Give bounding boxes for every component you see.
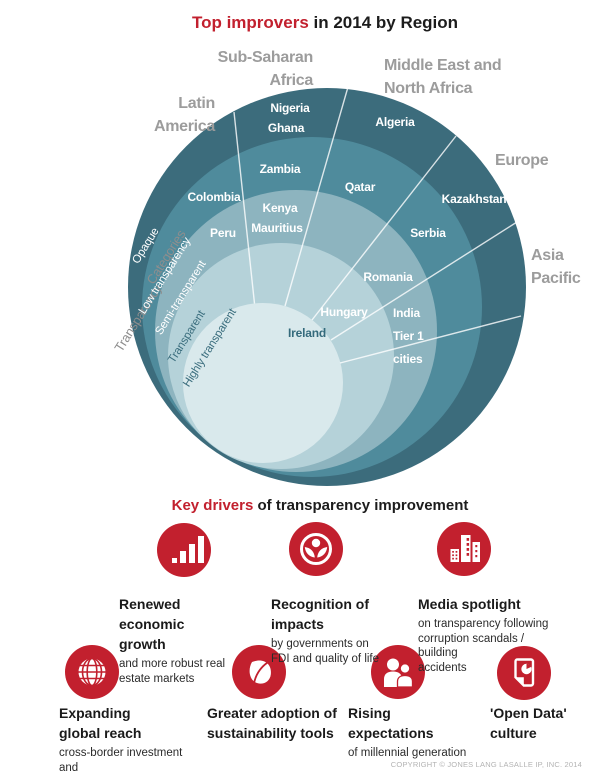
driver-title: Rising expectations	[348, 705, 434, 741]
ring-highly-transparent	[183, 303, 343, 463]
country-label-zambia: Zambia	[259, 162, 301, 176]
country-label-algeria: Algeria	[375, 115, 415, 129]
driver-desc: cross-border investment and growing MNC …	[59, 747, 183, 771]
bar-chart-icon	[157, 523, 211, 577]
region-label-middle-east-north-africa: Middle East and North Africa	[384, 57, 502, 97]
driver-title: Media spotlight	[418, 596, 521, 612]
sprout-icon	[289, 522, 343, 576]
page-title-rest: in 2014 by Region	[308, 13, 459, 32]
country-label-romania: Romania	[363, 270, 413, 284]
region-divider-europe-ap	[330, 221, 518, 341]
country-label-mauritius: Mauritius	[251, 221, 303, 235]
transparency-wheel-chart	[128, 86, 526, 486]
driver-item-recognition-impacts: Recognition of impacts by governments on…	[271, 594, 396, 666]
region-label-asia-pacific: Asia Pacific	[531, 247, 581, 287]
driver-title: 'Open Data' culture	[490, 705, 567, 741]
country-label-ghana: Ghana	[267, 121, 305, 135]
region-divider-mena-europe	[311, 135, 457, 321]
country-label-colombia: Colombia	[187, 190, 241, 204]
driver-item-global-reach: Expanding global reach cross-border inve…	[59, 703, 194, 771]
region-label-latin-america: Latin America	[153, 95, 215, 135]
globe-icon	[65, 645, 119, 699]
region-label-sub-saharan-africa: Sub-Saharan Africa	[217, 49, 314, 89]
country-label-hungary: Hungary	[320, 305, 368, 319]
driver-desc: by governments on FDI and quality of lif…	[271, 638, 380, 665]
country-label-peru: Peru	[210, 226, 236, 240]
region-divider-ap-lower	[339, 315, 522, 364]
people-icon	[371, 645, 425, 699]
leaf-icon	[232, 645, 286, 699]
country-label-kazakhstan: Kazakhstan	[441, 192, 507, 206]
driver-item-rising-expectations: Rising expectations of millennial genera…	[348, 703, 473, 761]
copyright-notice: COPYRIGHT © JONES LANG LASALLE IP, INC. …	[390, 760, 582, 769]
driver-title: Expanding global reach	[59, 705, 142, 741]
country-label-india-tier1: India Tier 1 cities	[393, 306, 424, 366]
page-title-highlight: Top improvers	[191, 13, 309, 32]
key-drivers-heading-rest: of transparency improvement	[253, 497, 469, 514]
driver-desc: on transparency following corruption sca…	[418, 618, 549, 674]
driver-item-sustainability: Greater adoption of sustainability tools	[207, 703, 337, 743]
driver-item-open-data: 'Open Data' culture	[490, 703, 580, 743]
driver-title: Renewed economic growth	[119, 596, 185, 652]
driver-desc: and more robust real estate markets	[119, 658, 226, 685]
country-label-qatar: Qatar	[344, 180, 376, 194]
country-label-serbia: Serbia	[410, 226, 446, 240]
country-label-nigeria: Nigeria	[270, 101, 310, 115]
page-title: Top improvers in 2014 by Region	[192, 13, 458, 33]
region-divider-latam-ssa	[233, 111, 256, 304]
driver-item-economic-growth: Renewed economic growth and more robust …	[119, 594, 244, 686]
country-label-ireland: Ireland	[288, 326, 326, 340]
open-data-icon	[497, 646, 551, 700]
key-drivers-heading: Key drivers of transparency improvement	[172, 497, 469, 514]
driver-desc: of millennial generation	[348, 747, 467, 759]
buildings-icon	[437, 522, 491, 576]
driver-title: Recognition of impacts	[271, 596, 369, 632]
country-label-kenya: Kenya	[262, 201, 298, 215]
driver-item-media-spotlight: Media spotlight on transparency followin…	[418, 594, 563, 675]
region-label-europe: Europe	[495, 152, 549, 169]
region-divider-ssa-mena	[284, 86, 349, 307]
key-drivers-heading-highlight: Key drivers	[171, 497, 254, 514]
driver-title: Greater adoption of sustainability tools	[207, 705, 337, 741]
